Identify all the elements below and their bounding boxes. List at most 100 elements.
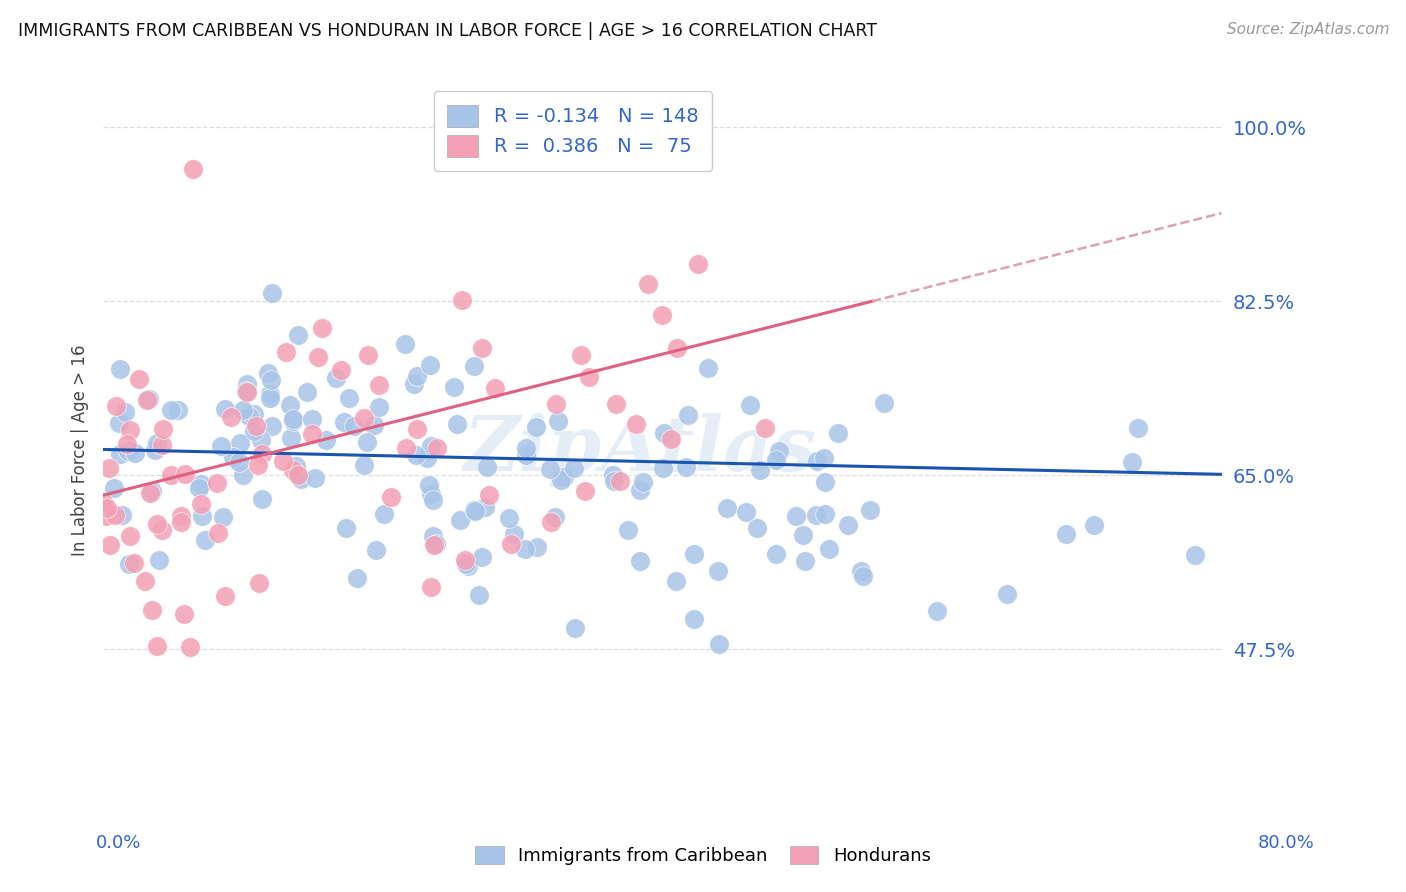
Point: [652, 461, 675, 475]
Point: [1126, 421, 1149, 435]
Point: [538, 462, 561, 476]
Point: [550, 473, 572, 487]
Point: [827, 425, 849, 440]
Point: [260, 286, 283, 301]
Point: [205, 476, 228, 491]
Point: [260, 418, 283, 433]
Point: [207, 525, 229, 540]
Point: [792, 528, 814, 542]
Point: [259, 387, 281, 401]
Point: [330, 363, 353, 377]
Point: [304, 471, 326, 485]
Point: [187, 481, 209, 495]
Point: [419, 580, 441, 594]
Point: [443, 380, 465, 394]
Point: [152, 422, 174, 436]
Text: 80.0%: 80.0%: [1258, 834, 1315, 852]
Point: [301, 427, 323, 442]
Point: [256, 367, 278, 381]
Point: [259, 391, 281, 405]
Point: [108, 447, 131, 461]
Point: [738, 398, 761, 412]
Point: [311, 321, 333, 335]
Point: [419, 358, 441, 372]
Point: [453, 553, 475, 567]
Point: [873, 396, 896, 410]
Point: [250, 433, 273, 447]
Text: ZipAtlas: ZipAtlas: [464, 414, 817, 487]
Point: [228, 436, 250, 450]
Point: [247, 576, 270, 591]
Point: [235, 384, 257, 399]
Point: [995, 587, 1018, 601]
Point: [332, 415, 354, 429]
Point: [150, 524, 173, 538]
Point: [707, 564, 730, 578]
Point: [160, 403, 183, 417]
Point: [228, 455, 250, 469]
Point: [287, 467, 309, 482]
Point: [422, 493, 444, 508]
Point: [748, 463, 770, 477]
Point: [108, 416, 131, 430]
Point: [450, 293, 472, 307]
Point: [190, 497, 212, 511]
Point: [457, 559, 479, 574]
Point: [232, 467, 254, 482]
Point: [814, 508, 837, 522]
Point: [281, 411, 304, 425]
Point: [238, 409, 260, 423]
Point: [110, 362, 132, 376]
Point: [859, 503, 882, 517]
Point: [426, 441, 449, 455]
Point: [686, 257, 709, 271]
Point: [852, 569, 875, 583]
Point: [474, 500, 496, 515]
Point: [446, 417, 468, 431]
Point: [405, 448, 427, 462]
Point: [422, 529, 444, 543]
Point: [120, 423, 142, 437]
Point: [471, 550, 494, 565]
Point: [651, 309, 673, 323]
Point: [173, 467, 195, 481]
Point: [335, 521, 357, 535]
Point: [280, 431, 302, 445]
Point: [794, 554, 817, 568]
Point: [285, 459, 308, 474]
Point: [276, 344, 298, 359]
Point: [214, 589, 236, 603]
Point: [252, 447, 274, 461]
Point: [247, 458, 270, 472]
Point: [463, 503, 485, 517]
Point: [484, 381, 506, 395]
Point: [124, 556, 146, 570]
Point: [94, 509, 117, 524]
Point: [637, 277, 659, 291]
Point: [420, 439, 443, 453]
Point: [190, 477, 212, 491]
Point: [425, 537, 447, 551]
Point: [148, 553, 170, 567]
Point: [281, 463, 304, 477]
Text: IMMIGRANTS FROM CARIBBEAN VS HONDURAN IN LABOR FORCE | AGE > 16 CORRELATION CHAR: IMMIGRANTS FROM CARIBBEAN VS HONDURAN IN…: [18, 22, 877, 40]
Point: [697, 360, 720, 375]
Point: [278, 398, 301, 412]
Point: [98, 538, 121, 552]
Point: [609, 474, 631, 488]
Point: [290, 472, 312, 486]
Point: [110, 508, 132, 523]
Point: [422, 538, 444, 552]
Point: [170, 515, 193, 529]
Point: [209, 439, 232, 453]
Point: [170, 508, 193, 523]
Point: [236, 377, 259, 392]
Point: [211, 510, 233, 524]
Point: [499, 537, 522, 551]
Point: [143, 443, 166, 458]
Point: [271, 454, 294, 468]
Point: [682, 612, 704, 626]
Point: [471, 341, 494, 355]
Point: [925, 604, 948, 618]
Point: [675, 460, 697, 475]
